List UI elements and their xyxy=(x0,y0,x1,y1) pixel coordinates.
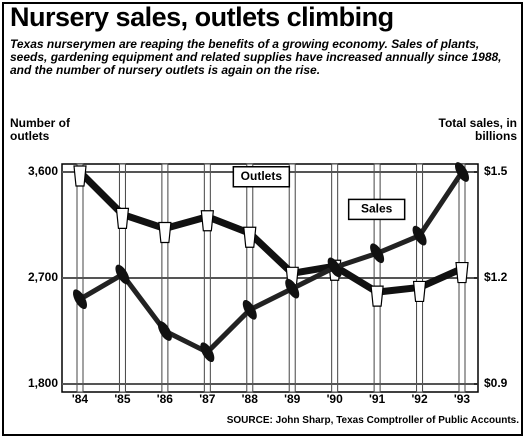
y-tick-label: 1,800 xyxy=(28,376,58,390)
y2-tick-label: $0.9 xyxy=(484,376,508,390)
x-tick-label: '84 xyxy=(72,392,89,406)
series-line xyxy=(80,172,462,292)
outlet-marker xyxy=(371,286,383,306)
y-axis-label: Number of outlets xyxy=(10,117,90,143)
x-tick-label: '88 xyxy=(242,392,259,406)
x-tick-label: '90 xyxy=(327,392,344,406)
y-tick-label: 3,600 xyxy=(28,164,58,178)
x-tick-label: '87 xyxy=(199,392,216,406)
outlet-marker xyxy=(74,166,86,186)
chart-subtitle: Texas nurserymen are reaping the benefit… xyxy=(10,38,515,77)
x-tick-label: '85 xyxy=(114,392,131,406)
legend-label: Sales xyxy=(361,202,393,216)
y2-tick-label: $1.5 xyxy=(484,164,508,178)
outlet-marker xyxy=(116,208,128,228)
x-tick-label: '92 xyxy=(411,392,428,406)
page: '84 '85 '86 '87 '88 '89 '90 '91 '92 '93 1,800 2,700… xyxy=(0,0,527,440)
chart-title: Nursery sales, outlets climbing xyxy=(10,2,394,33)
x-tick-label: '91 xyxy=(369,392,386,406)
outlet-marker xyxy=(456,263,468,283)
y2-tick-label: $1.2 xyxy=(484,270,508,284)
outlet-marker xyxy=(201,211,213,231)
y2-axis-label: Total sales, in billions xyxy=(427,117,517,143)
x-tick-label: '86 xyxy=(157,392,174,406)
outlet-marker xyxy=(159,223,171,243)
x-tick-label: '89 xyxy=(284,392,301,406)
y-tick-label: 2,700 xyxy=(28,270,58,284)
legend-label: Outlets xyxy=(241,169,283,183)
x-tick-label: '93 xyxy=(454,392,471,406)
outlet-marker xyxy=(414,281,426,301)
outlet-marker xyxy=(244,227,256,247)
source: SOURCE: John Sharp, Texas Comptroller of… xyxy=(227,415,519,426)
